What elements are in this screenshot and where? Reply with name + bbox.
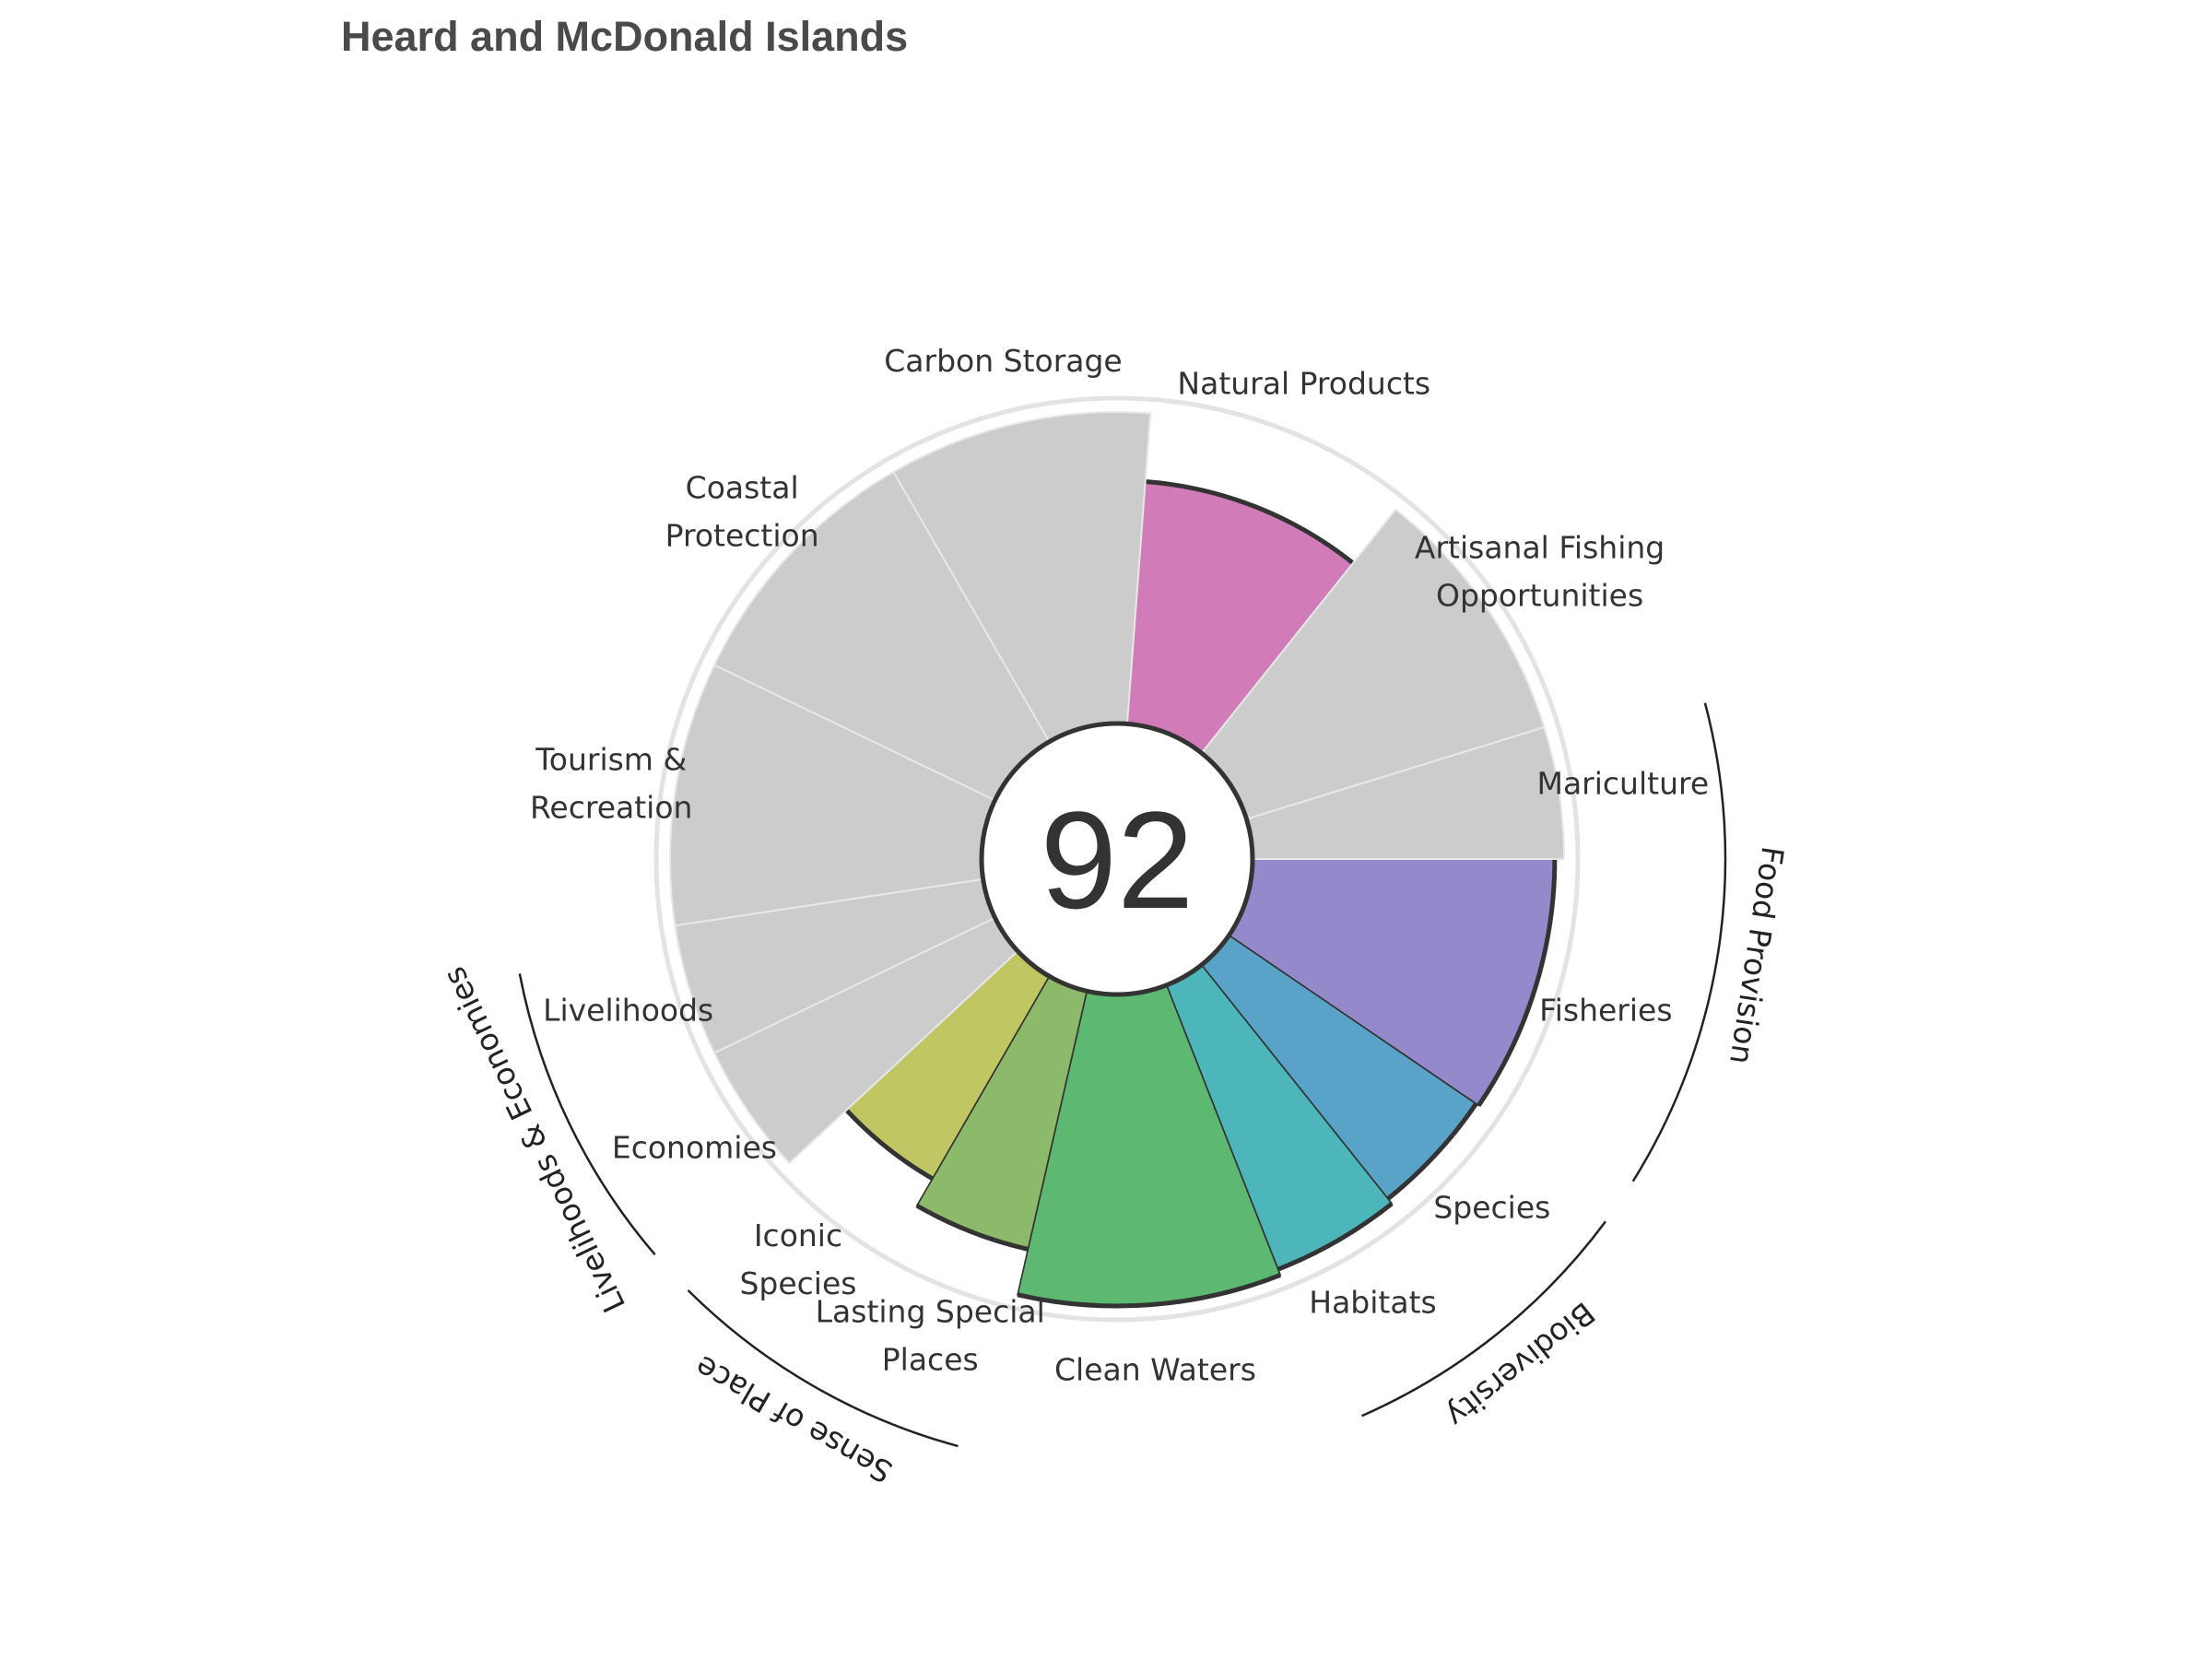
petal-label-line: Coastal xyxy=(686,470,799,506)
petal-edge-species xyxy=(1386,1102,1478,1201)
petal-label-mariculture: Mariculture xyxy=(1536,765,1709,801)
petal-edge-clean-waters xyxy=(1017,1273,1282,1309)
petal-label-fisheries: Fisheries xyxy=(1539,993,1672,1029)
group-label-biodiversity: Biodiversity xyxy=(1440,1295,1602,1435)
petal-label-economies: Economies xyxy=(612,1130,777,1166)
petal-label-natural-products: Natural Products xyxy=(1177,365,1430,401)
petal-label-line: Natural Products xyxy=(1177,365,1430,401)
petal-label-clean-waters: Clean Waters xyxy=(1054,1351,1256,1387)
petal-label-livelihoods: Livelihoods xyxy=(543,993,713,1029)
petal-label-artisanal-fishing-opportunities: Artisanal Fishing Opportunities xyxy=(1415,529,1665,613)
petal-label-line: Protection xyxy=(665,518,819,554)
petal-label-line: Economies xyxy=(612,1130,777,1166)
petal-edge-fisheries xyxy=(1477,858,1558,1107)
petal-label-line: Tourism & xyxy=(535,741,687,777)
petal-label-coastal-protection: Coastal Protection xyxy=(665,470,819,554)
petal-label-habitats: Habitats xyxy=(1309,1285,1436,1321)
group-label-food-provision: Food Provision xyxy=(1723,844,1791,1066)
petal-edge-lasting-special-places xyxy=(915,1203,1029,1252)
petal-label-line: Iconic xyxy=(754,1218,842,1253)
petal-label-carbon-storage: Carbon Storage xyxy=(884,343,1123,379)
petal-label-line: Recreation xyxy=(530,789,692,825)
petal-layer xyxy=(844,479,1558,1309)
overall-score: 92 xyxy=(1041,782,1194,937)
petal-edge-habitats xyxy=(1277,1201,1394,1272)
chart-title: Heard and McDonald Islands xyxy=(341,13,909,60)
group-arc-sense-of-place xyxy=(687,1289,959,1448)
group-label-sense-of-place: Sense of Place xyxy=(688,1348,899,1490)
petal-label-line: Fisheries xyxy=(1539,993,1672,1029)
petal-label-line: Opportunities xyxy=(1436,577,1643,613)
petal-edge-iconic-species xyxy=(844,1108,935,1182)
na-petal-layer xyxy=(668,411,1566,1165)
group-arc-biodiversity xyxy=(1360,1220,1607,1418)
petal-label-line: Species xyxy=(1433,1189,1550,1225)
petal-edge-natural-products xyxy=(1145,479,1355,565)
petal-label-line: Places xyxy=(882,1342,979,1378)
petal-label-line: Artisanal Fishing xyxy=(1415,529,1665,565)
group-arc-food-provision xyxy=(1631,702,1727,1182)
petal-label-species: Species xyxy=(1433,1189,1550,1225)
petal-label-line: Clean Waters xyxy=(1054,1351,1256,1387)
center-circle xyxy=(979,721,1255,997)
petal-label-tourism-and-recreation: Tourism & Recreation xyxy=(530,741,692,825)
petal-label-lasting-special-places: Lasting Special Places xyxy=(816,1294,1045,1378)
petal-label-line: Habitats xyxy=(1309,1285,1436,1321)
petal-label-line: Lasting Special xyxy=(816,1294,1045,1330)
petal-label-line: Livelihoods xyxy=(543,993,713,1029)
petal-label-line: Species xyxy=(739,1265,856,1301)
petal-label-line: Carbon Storage xyxy=(884,343,1123,379)
group-arc-livelihoods-and-economies xyxy=(518,973,656,1256)
petal-label-layer: Fisheries Species Habitats Clean WatersLast… xyxy=(530,343,1709,1388)
petal-label-iconic-species: Iconic Species xyxy=(739,1218,856,1301)
petal-label-line: Mariculture xyxy=(1536,765,1709,801)
